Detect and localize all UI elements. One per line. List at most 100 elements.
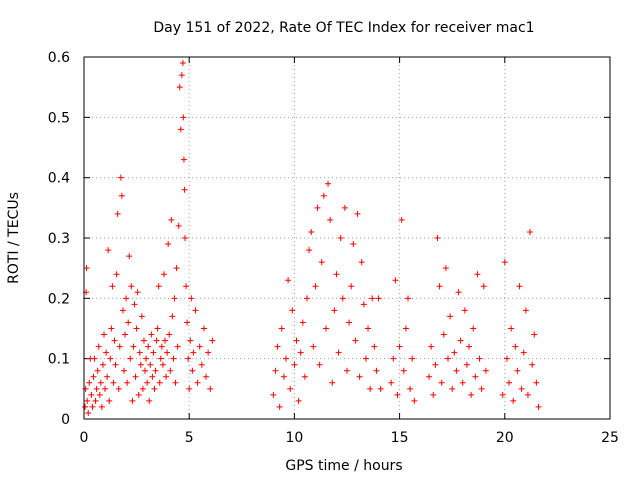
data-point <box>180 114 187 121</box>
data-point <box>120 367 127 374</box>
y-tick-label: 0 <box>61 412 70 428</box>
data-point <box>190 349 197 356</box>
data-point <box>92 397 99 404</box>
data-point <box>468 391 475 398</box>
data-point <box>514 367 521 374</box>
plot-frame <box>83 56 611 420</box>
data-point <box>341 204 348 211</box>
data-point <box>147 361 154 368</box>
data-point <box>167 367 174 374</box>
data-point <box>463 361 470 368</box>
data-point <box>398 216 405 223</box>
data-point <box>93 385 100 392</box>
chart-title: Day 151 of 2022, Rate Of TEC Index for r… <box>153 20 534 36</box>
data-point <box>200 325 207 332</box>
data-points <box>82 60 542 416</box>
data-point <box>94 367 101 374</box>
data-point <box>188 295 195 302</box>
data-point <box>508 325 515 332</box>
data-point <box>440 331 447 338</box>
data-point <box>128 283 135 290</box>
data-point <box>278 325 285 332</box>
data-point <box>520 349 527 356</box>
x-tick-label: 10 <box>285 430 303 446</box>
data-point <box>453 367 460 374</box>
x-tick-label: 0 <box>80 430 89 446</box>
data-point <box>512 343 519 350</box>
data-point <box>109 283 116 290</box>
data-point <box>516 283 523 290</box>
data-point <box>322 325 329 332</box>
data-point <box>181 186 188 193</box>
data-point <box>140 337 147 344</box>
data-point <box>282 355 289 362</box>
data-point <box>132 373 139 380</box>
data-point <box>137 361 144 368</box>
data-point <box>472 373 479 380</box>
data-point <box>89 403 96 410</box>
data-point <box>476 355 483 362</box>
data-point <box>117 174 124 181</box>
data-point <box>396 343 403 350</box>
data-point <box>327 216 334 223</box>
data-point <box>400 367 407 374</box>
data-point <box>96 391 103 398</box>
data-point <box>169 313 176 320</box>
data-point <box>434 235 441 241</box>
data-point <box>134 289 141 296</box>
data-point <box>293 337 300 344</box>
data-point <box>150 349 157 356</box>
data-point <box>187 337 194 344</box>
data-point <box>367 385 374 392</box>
data-point <box>133 325 140 332</box>
data-point <box>301 373 308 380</box>
data-point <box>177 126 184 133</box>
data-point <box>428 343 435 350</box>
data-point <box>162 337 169 344</box>
data-point <box>402 325 409 332</box>
data-point <box>116 343 123 350</box>
y-tick-label: 0.1 <box>48 352 70 368</box>
data-point <box>499 391 506 398</box>
data-point <box>83 265 90 272</box>
data-point <box>316 361 323 368</box>
data-point <box>299 319 306 326</box>
data-point <box>144 379 151 386</box>
data-point <box>449 385 456 392</box>
data-point <box>451 349 458 356</box>
data-point <box>346 319 353 326</box>
data-point <box>110 379 117 386</box>
data-point <box>312 283 319 290</box>
data-point <box>285 277 292 284</box>
data-point <box>310 343 317 350</box>
data-point <box>365 325 372 332</box>
data-point <box>529 361 536 368</box>
y-axis-label: ROTI / TECUs <box>6 192 22 284</box>
data-point <box>352 337 359 344</box>
data-point <box>170 355 177 362</box>
data-point <box>90 373 97 380</box>
data-point <box>478 385 485 392</box>
data-point <box>392 277 399 284</box>
data-point <box>466 343 473 350</box>
data-point <box>88 391 95 398</box>
data-point <box>474 271 481 278</box>
data-point <box>127 355 134 362</box>
data-point <box>297 349 304 356</box>
data-point <box>95 343 102 350</box>
data-point <box>124 379 131 386</box>
data-point <box>287 385 294 392</box>
data-point <box>164 349 171 356</box>
data-point <box>438 379 445 386</box>
data-point <box>113 271 120 278</box>
data-point <box>524 391 531 398</box>
data-point <box>152 367 159 374</box>
data-point <box>118 192 125 199</box>
data-point <box>482 367 489 374</box>
data-point <box>394 391 401 398</box>
data-point <box>157 355 164 362</box>
data-point <box>180 156 187 163</box>
data-point <box>276 403 283 410</box>
data-point <box>115 385 122 392</box>
data-point <box>148 331 155 338</box>
